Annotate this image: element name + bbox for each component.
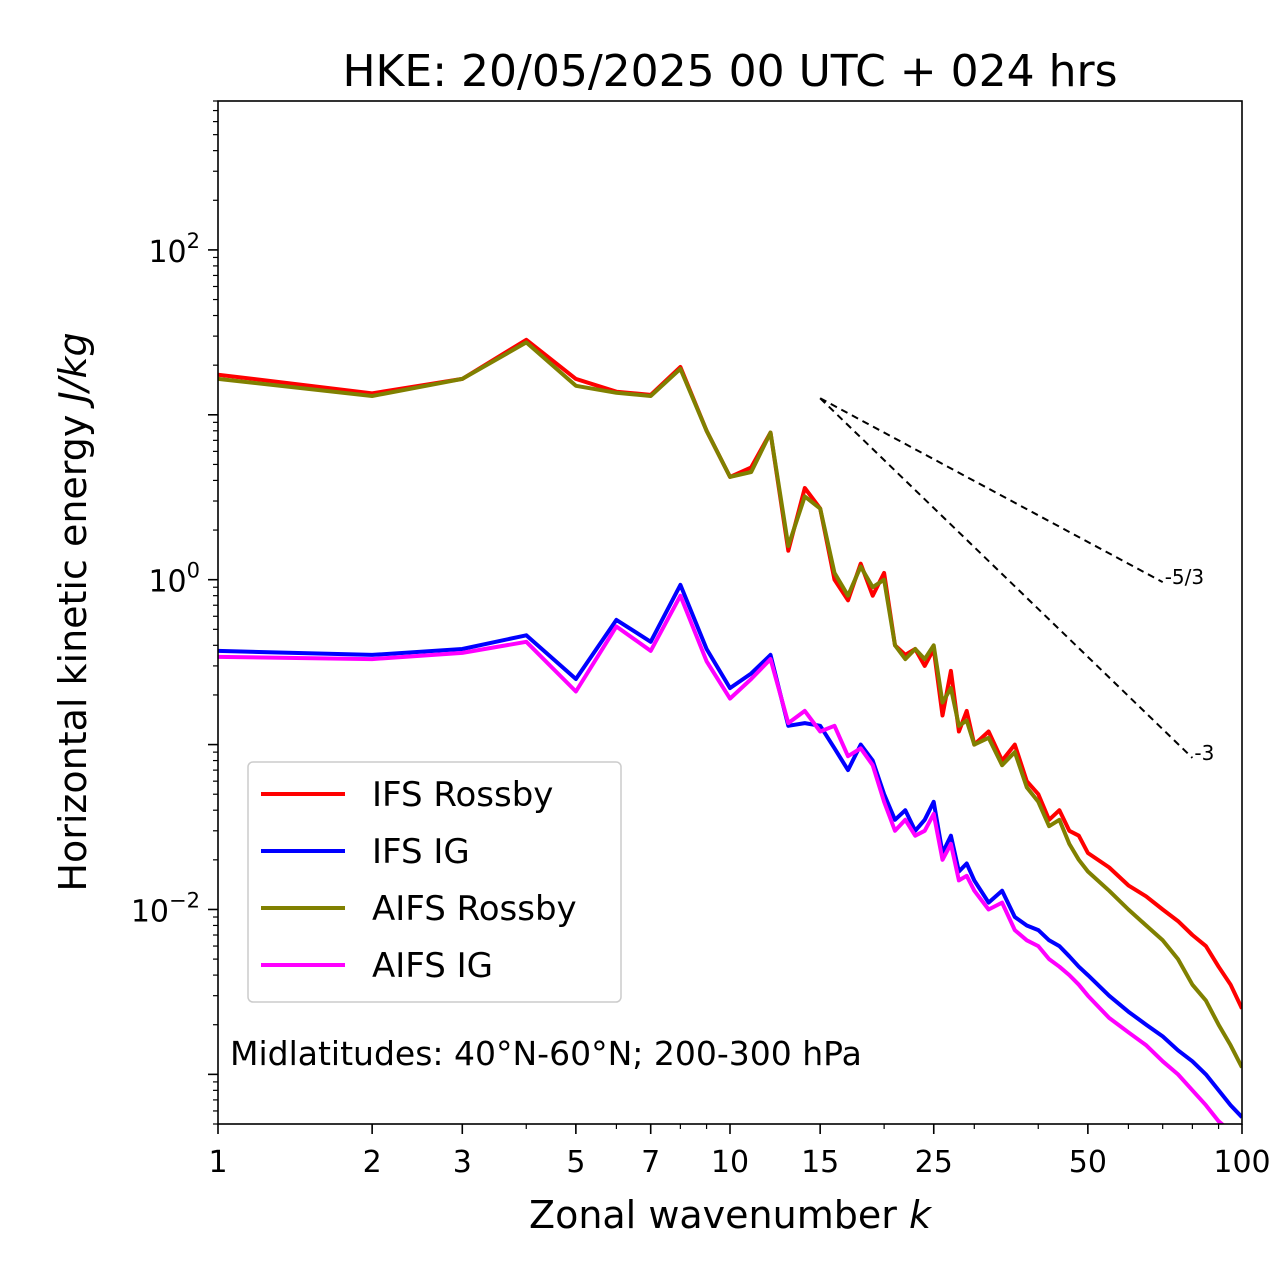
- series-layer: [218, 337, 1242, 1124]
- y-axis-label-units: J/kg: [51, 332, 95, 409]
- y-tick-label: 100: [148, 559, 200, 600]
- y-tick-label-base: 10: [148, 235, 186, 270]
- legend-label-3: AIFS IG: [372, 946, 493, 986]
- chart-title: HKE: 20/05/2025 00 UTC + 024 hrs: [342, 46, 1117, 97]
- x-tick-label: 1: [208, 1145, 227, 1180]
- legend-label-0: IFS Rossby: [372, 775, 553, 815]
- y-tick-label-base: 10: [148, 565, 186, 600]
- x-tick-label: 5: [566, 1145, 585, 1180]
- y-tick-label: 102: [148, 229, 200, 270]
- series-line-2: [218, 340, 1242, 1069]
- y-axis-label-text: Horizontal kinetic energy: [51, 415, 95, 892]
- reference-slope-line-0: [819, 397, 1164, 583]
- x-tick-label: 100: [1213, 1145, 1270, 1180]
- y-tick-label-base: 10: [131, 894, 169, 929]
- x-axis-label-var: k: [909, 1193, 933, 1237]
- legend-box: [247, 761, 622, 1003]
- x-axis-label-text: Zonal wavenumber: [529, 1193, 897, 1237]
- x-tick-label: 7: [641, 1145, 660, 1180]
- series-line-3: [218, 593, 1225, 1124]
- x-tick-label: 25: [915, 1145, 953, 1180]
- y-axis-label: Horizontal kinetic energy J/kg: [51, 332, 95, 891]
- x-tick-label: 2: [363, 1145, 382, 1180]
- x-axis-label: Zonal wavenumber k: [529, 1193, 933, 1237]
- reference-slope-label-0: -5/3: [1165, 565, 1204, 589]
- legend: IFS Rossby IFS IG AIFS Rossby AIFS IG: [247, 761, 622, 1003]
- y-tick-label-exponent: 0: [187, 559, 200, 583]
- legend-label-1: IFS IG: [372, 832, 470, 872]
- y-tick-label-exponent: −2: [169, 888, 200, 912]
- x-tick-label: 10: [711, 1145, 749, 1180]
- x-axis: 1 2 3 5 7 10 15 25 50 100: [208, 1124, 1271, 1180]
- y-tick-label-exponent: 2: [187, 229, 200, 253]
- region-annotation: Midlatitudes: 40°N-60°N; 200-300 hPa: [230, 1034, 862, 1073]
- x-tick-label: 15: [801, 1145, 839, 1180]
- x-tick-label: 50: [1069, 1145, 1107, 1180]
- reference-slopes: -5/3 -3: [819, 397, 1214, 765]
- y-tick-label: 10−2: [131, 888, 200, 929]
- x-tick-label: 3: [453, 1145, 472, 1180]
- reference-slope-line-1: [819, 397, 1194, 759]
- reference-slope-label-1: -3: [1194, 741, 1214, 765]
- legend-label-2: AIFS Rossby: [372, 889, 577, 929]
